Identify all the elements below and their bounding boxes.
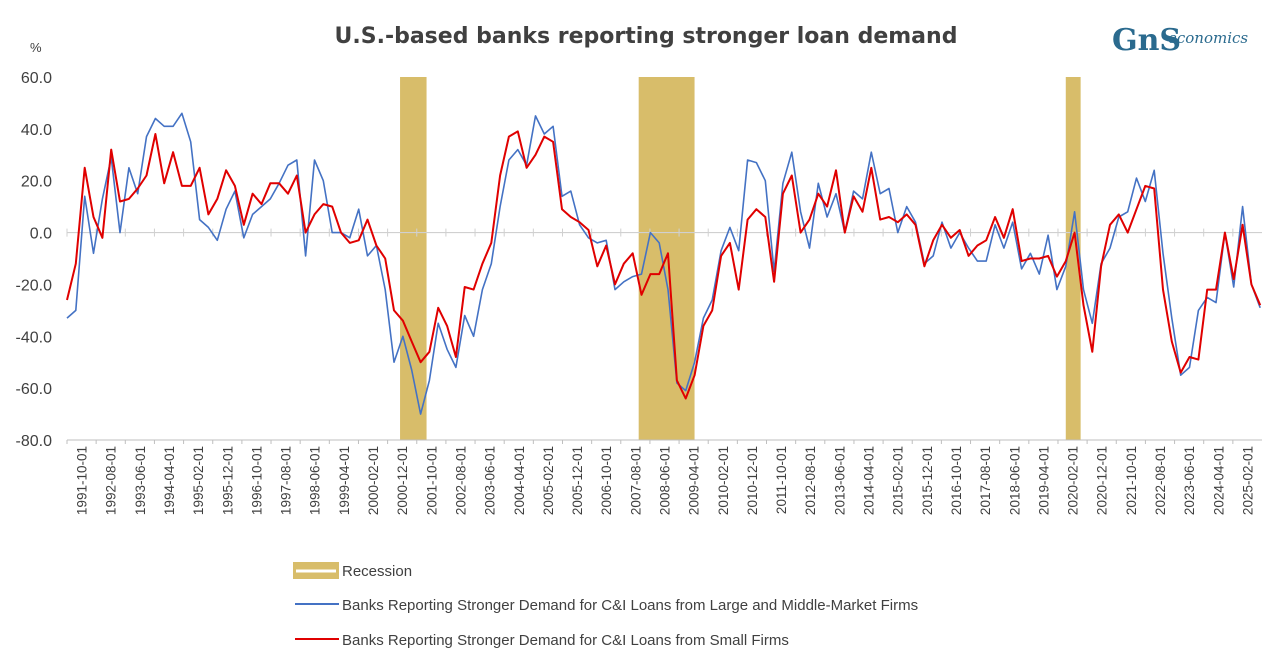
x-tick-label: 2007-08-01 — [628, 446, 643, 515]
recession-bands — [400, 77, 1081, 440]
x-tick-label: 2020-02-01 — [1066, 446, 1081, 515]
x-tick-label: 2025-02-01 — [1240, 446, 1255, 515]
legend-item-large-firms: Banks Reporting Stronger Demand for C&I … — [295, 597, 918, 614]
x-tick-label: 1996-10-01 — [249, 446, 264, 515]
legend-label-small-firms: Banks Reporting Stronger Demand for C&I … — [342, 632, 789, 649]
x-tick-label: 2004-04-01 — [512, 446, 527, 515]
x-tick-label: 1998-06-01 — [308, 446, 323, 515]
x-tick-label: 2020-12-01 — [1095, 446, 1110, 515]
zero-axis — [66, 228, 1262, 237]
y-axis: 60.0 40.0 20.0 0.0 -20.0 -40.0 -60.0 -80.0 — [16, 70, 53, 450]
y-tick-label: -40.0 — [16, 329, 53, 346]
x-tick-label: 1999-04-01 — [337, 446, 352, 515]
x-tick-label: 2010-02-01 — [716, 446, 731, 515]
legend-label-recession: Recession — [342, 563, 412, 580]
x-tick-label: 2014-04-01 — [862, 446, 877, 515]
chart-title: U.S.-based banks reporting stronger loan… — [335, 24, 958, 49]
x-tick-label: 2015-02-01 — [891, 446, 906, 515]
x-tick-label: 2000-02-01 — [366, 446, 381, 515]
y-tick-label: -80.0 — [16, 433, 53, 450]
series-line-small-firms — [66, 130, 1262, 400]
x-tick-label: 2009-04-01 — [687, 446, 702, 515]
x-tick-label: 2003-06-01 — [483, 446, 498, 515]
x-tick-label: 2010-12-01 — [745, 446, 760, 515]
logo-text: economics — [1168, 29, 1248, 47]
x-tick-label: 2017-08-01 — [978, 446, 993, 515]
x-tick-label: 2000-12-01 — [395, 446, 410, 515]
x-tick-label: 2021-10-01 — [1124, 446, 1139, 515]
y-tick-label: 60.0 — [21, 70, 52, 87]
y-tick-label: -20.0 — [16, 277, 53, 294]
x-axis: 1991-10-01 1992-08-01 1993-06-01 1994-04-01… — [66, 439, 1262, 515]
x-tick-label: 1993-06-01 — [133, 446, 148, 515]
x-tick-label: 2006-10-01 — [599, 446, 614, 515]
x-tick-label: 2023-06-01 — [1182, 446, 1197, 515]
x-tick-label: 1997-08-01 — [279, 446, 294, 515]
x-tick-label: 2016-10-01 — [949, 446, 964, 515]
y-tick-label: -60.0 — [16, 381, 53, 398]
recession-band-2 — [1065, 77, 1081, 440]
x-tick-label: 2012-08-01 — [803, 446, 818, 515]
logo: GnS economics — [1112, 23, 1248, 58]
x-tick-label: 2019-04-01 — [1036, 446, 1051, 515]
x-tick-label: 2001-10-01 — [424, 446, 439, 515]
legend-label-large-firms: Banks Reporting Stronger Demand for C&I … — [342, 597, 918, 614]
x-tick-label: 2011-10-01 — [774, 446, 789, 514]
x-tick-label: 1991-10-01 — [75, 446, 90, 515]
x-tick-label: 2005-02-01 — [541, 446, 556, 515]
x-tick-label: 2015-12-01 — [920, 446, 935, 515]
series-lines — [66, 112, 1262, 415]
recession-band-0 — [400, 77, 427, 440]
logo-mark: GnS — [1112, 23, 1181, 58]
legend-item-small-firms: Banks Reporting Stronger Demand for C&I … — [295, 632, 789, 649]
x-tick-label: 2018-06-01 — [1007, 446, 1022, 515]
x-tick-label: 1994-04-01 — [162, 446, 177, 515]
x-tick-label: 2008-06-01 — [658, 446, 673, 515]
x-tick-label: 1995-12-01 — [220, 446, 235, 515]
x-tick-label: 2024-04-01 — [1211, 446, 1226, 515]
x-tick-label: 2005-12-01 — [570, 446, 585, 515]
x-tick-label: 2013-06-01 — [832, 446, 847, 515]
x-tick-label: 1995-02-01 — [191, 446, 206, 515]
legend: Recession Banks Reporting Stronger Deman… — [293, 562, 918, 649]
y-axis-unit-label: % — [30, 40, 42, 55]
y-tick-label: 40.0 — [21, 122, 52, 139]
y-tick-label: 0.0 — [30, 226, 52, 243]
x-tick-label: 2022-08-01 — [1153, 446, 1168, 515]
legend-item-recession: Recession — [293, 562, 412, 580]
x-tick-label: 1992-08-01 — [104, 446, 119, 515]
x-tick-label: 2002-08-01 — [453, 446, 468, 515]
y-tick-label: 20.0 — [21, 174, 52, 191]
